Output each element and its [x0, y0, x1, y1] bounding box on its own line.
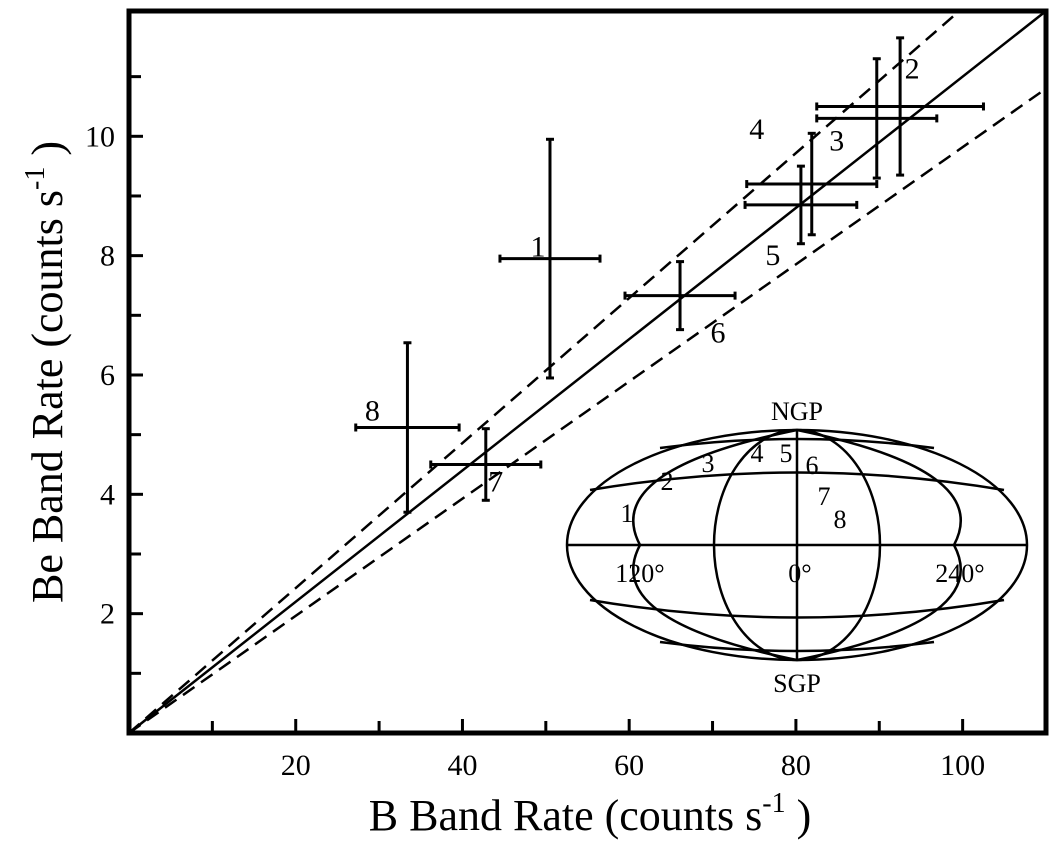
map-label: 6	[806, 451, 819, 480]
point-label: 8	[365, 394, 380, 427]
map-label: 4	[751, 439, 764, 468]
map-label: 7	[818, 482, 831, 511]
y-tick-label: 2	[100, 598, 115, 631]
point-label: 4	[749, 113, 764, 146]
point-label: 7	[488, 465, 503, 498]
x-tick-label: 20	[281, 749, 311, 782]
y-label-text: Be Band Rate (counts s	[23, 190, 72, 603]
x-tick-label: 100	[940, 749, 985, 782]
map-meridian	[632, 428, 962, 662]
y-axis-label: Be Band Rate (counts s-1 )	[20, 141, 72, 603]
x-label-sup: -1	[762, 788, 785, 819]
y-tick-label: 6	[100, 359, 115, 392]
x-tick-label: 80	[781, 749, 811, 782]
point-label: 1	[530, 231, 545, 264]
fit-line	[128, 10, 1047, 734]
y-tick-label: 8	[100, 240, 115, 273]
y-tick-label: 4	[100, 478, 115, 511]
fit-line	[128, 10, 961, 734]
y-label-sup: -1	[20, 167, 51, 190]
x-tick-label: 40	[447, 749, 477, 782]
map-label: 3	[702, 449, 715, 478]
map-parallel	[589, 437, 1005, 653]
map-longitude: 240°	[935, 559, 984, 588]
y-label-end: )	[23, 141, 72, 167]
sky-map	[565, 428, 1029, 662]
x-label-text: B Band Rate (counts s	[369, 791, 763, 840]
x-axis-label: B Band Rate (counts s-1 )	[369, 788, 812, 840]
map-label: 1	[621, 499, 634, 528]
map-label: 8	[834, 505, 847, 534]
point-label: 6	[711, 317, 726, 350]
fit-line	[128, 87, 1047, 735]
y-tick-label: 10	[85, 120, 115, 153]
map-label: 2	[661, 467, 674, 496]
map-north: NGP	[771, 397, 823, 426]
plot-frame	[126, 8, 1049, 736]
map-south: SGP	[773, 669, 821, 698]
map-longitude: 0°	[788, 559, 811, 588]
x-tick-label: 60	[614, 749, 644, 782]
map-longitude: 120°	[615, 559, 664, 588]
point-label: 2	[905, 52, 920, 85]
point-label: 3	[829, 124, 844, 157]
x-label-end: )	[786, 791, 812, 840]
map-label: 5	[780, 439, 793, 468]
point-label: 5	[765, 239, 780, 272]
